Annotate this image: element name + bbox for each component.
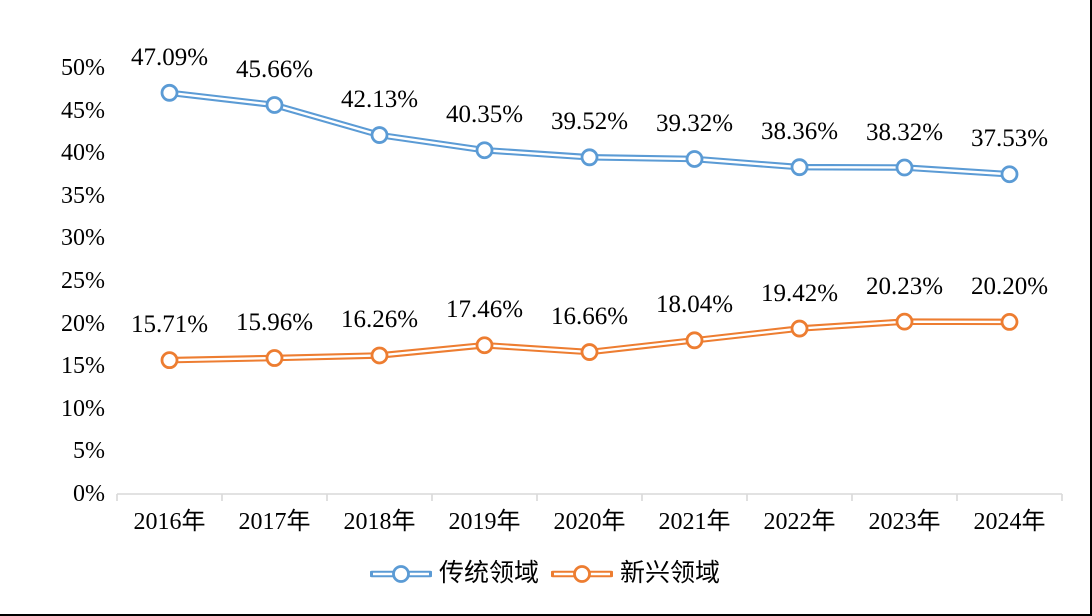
- x-tick-label: 2022年: [763, 509, 836, 535]
- marker-1-8: [1000, 312, 1019, 331]
- x-tick-label: 2021年: [658, 509, 731, 535]
- legend-line-marker-icon: [551, 565, 613, 583]
- marker-0-8: [1000, 165, 1019, 184]
- y-tick-label: 50%: [61, 55, 105, 81]
- marker-1-2: [370, 346, 389, 365]
- x-tick-label: 2018年: [343, 509, 416, 535]
- data-label-0-2: 42.13%: [340, 86, 419, 114]
- marker-0-4: [580, 148, 599, 167]
- marker-1-6: [790, 319, 809, 338]
- data-label-0-3: 40.35%: [445, 101, 524, 129]
- legend-line-marker-icon: [369, 565, 432, 583]
- marker-0-6: [790, 158, 809, 177]
- y-tick-label: 40%: [61, 140, 105, 167]
- data-label-0-6: 38.36%: [760, 118, 839, 146]
- data-label-0-7: 38.32%: [865, 118, 944, 146]
- data-label-1-3: 17.46%: [445, 296, 524, 324]
- marker-1-5: [685, 331, 704, 350]
- y-tick-label: 15%: [61, 353, 105, 380]
- data-label-0-8: 37.53%: [970, 125, 1049, 153]
- marker-1-1: [265, 349, 284, 367]
- y-tick-label: 30%: [61, 225, 105, 252]
- data-label-1-2: 16.26%: [340, 306, 419, 334]
- marker-0-5: [685, 150, 704, 168]
- x-tick-label: 2016年: [133, 509, 206, 535]
- legend: 传统领域 新兴领域: [0, 559, 1090, 589]
- data-label-0-1: 45.66%: [235, 55, 314, 83]
- data-label-1-1: 15.96%: [235, 309, 314, 337]
- data-label-1-8: 20.20%: [970, 272, 1049, 300]
- y-tick-label: 5%: [73, 438, 105, 465]
- marker-0-2: [370, 126, 389, 144]
- marker-0-0: [160, 83, 179, 102]
- legend-item-emerging: 新兴领域: [551, 559, 720, 589]
- marker-0-3: [475, 141, 494, 160]
- data-label-1-4: 16.66%: [550, 303, 629, 331]
- x-tick-label: 2020年: [553, 509, 626, 535]
- x-tick-label: 2017年: [238, 509, 311, 535]
- data-label-1-0: 15.71%: [130, 311, 209, 339]
- marker-1-3: [475, 336, 494, 355]
- y-tick-label: 0%: [73, 481, 105, 507]
- data-label-0-0: 47.09%: [130, 43, 209, 71]
- marker-1-7: [895, 312, 914, 331]
- x-tick-label: 2019年: [448, 509, 521, 535]
- y-tick-label: 45%: [61, 97, 105, 124]
- legend-label-traditional: 传统领域: [438, 560, 539, 587]
- y-tick-label: 10%: [61, 395, 105, 422]
- data-label-0-4: 39.52%: [550, 108, 629, 136]
- data-label-1-6: 19.42%: [760, 279, 839, 307]
- marker-1-0: [160, 351, 179, 370]
- y-tick-label: 35%: [61, 182, 105, 209]
- data-label-1-5: 18.04%: [655, 291, 734, 319]
- marker-0-1: [265, 96, 284, 114]
- y-tick-label: 25%: [61, 268, 105, 294]
- marker-0-7: [895, 158, 914, 177]
- legend-item-traditional: 传统领域: [369, 559, 539, 589]
- y-tick-label: 20%: [61, 310, 105, 337]
- x-tick-label: 2023年: [868, 509, 941, 535]
- marker-1-4: [580, 343, 599, 361]
- x-tick-label: 2024年: [973, 509, 1046, 535]
- data-label-0-5: 39.32%: [655, 109, 734, 137]
- data-label-1-7: 20.23%: [865, 272, 944, 300]
- legend-label-emerging: 新兴领域: [620, 560, 721, 587]
